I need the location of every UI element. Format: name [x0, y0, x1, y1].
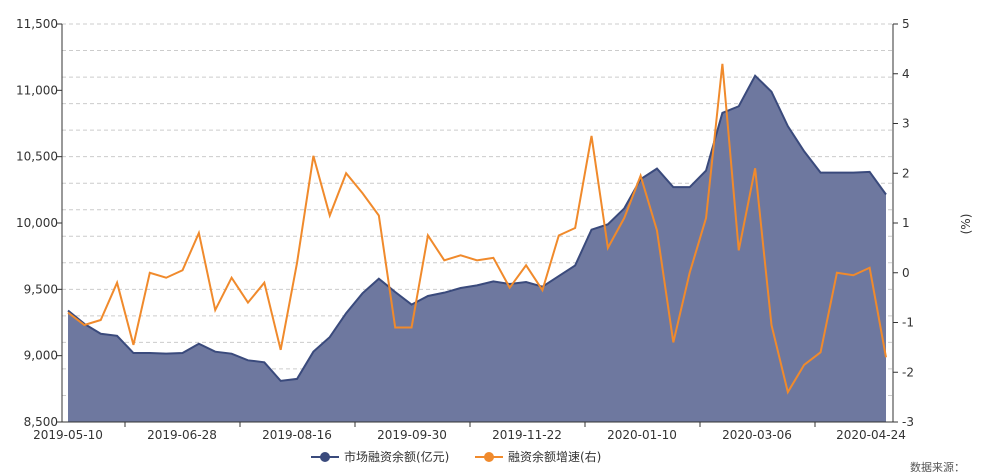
x-tick-label: 2020-04-24 [836, 428, 906, 442]
right-tick-label: -1 [902, 316, 914, 330]
legend-marker [484, 452, 494, 462]
left-tick-label: 8,500 [24, 415, 58, 429]
area-series-layer [67, 74, 887, 423]
left-tick-label: 10,000 [16, 216, 58, 230]
right-axis-label: (%) [959, 214, 973, 235]
legend-label: 市场融资余额(亿元) [344, 449, 449, 464]
legend-marker [320, 452, 330, 462]
right-tick-label: 2 [902, 166, 910, 180]
left-tick-label: 10,500 [16, 150, 58, 164]
right-tick-label: 3 [902, 117, 910, 131]
right-axis-ticks: -3 -2 -1 0 1 2 3 4 5 [893, 17, 914, 429]
x-tick-label: 2019-11-22 [492, 428, 562, 442]
area-series-line [67, 74, 887, 382]
right-tick-label: 5 [902, 17, 910, 31]
area-fill [68, 75, 886, 423]
x-tick-label: 2019-06-28 [147, 428, 217, 442]
line-series-layer [67, 63, 887, 395]
right-tick-label: -2 [902, 365, 914, 379]
left-tick-label: 9,500 [24, 282, 58, 296]
legend[interactable]: 市场融资余额(亿元) 融资余额增速(右) [311, 449, 601, 464]
legend-label: 融资余额增速(右) [508, 449, 601, 464]
x-tick-label: 2020-03-06 [722, 428, 792, 442]
growth-series-line [67, 63, 887, 395]
left-axis-ticks: 8,500 9,000 9,500 10,000 10,500 11,000 11,500 [16, 17, 62, 429]
right-tick-label: 0 [902, 266, 910, 280]
x-axis-ticks: 2019-05-10 2019-06-28 2019-08-16 2019-09-30… [33, 422, 906, 442]
right-tick-label: -3 [902, 415, 914, 429]
legend-item-growth[interactable]: 融资余额增速(右) [475, 449, 601, 464]
left-tick-label: 9,000 [24, 349, 58, 363]
right-tick-label: 4 [902, 67, 910, 81]
right-tick-label: 1 [902, 216, 910, 230]
source-text: 数据来源： [910, 460, 965, 472]
x-tick-label: 2019-09-30 [377, 428, 447, 442]
x-tick-label: 2019-08-16 [262, 428, 332, 442]
x-tick-label: 2019-05-10 [33, 428, 103, 442]
x-tick-label: 2020-01-10 [607, 428, 677, 442]
left-tick-label: 11,500 [16, 17, 58, 31]
left-tick-label: 11,000 [16, 83, 58, 97]
legend-item-balance[interactable]: 市场融资余额(亿元) [311, 449, 449, 464]
